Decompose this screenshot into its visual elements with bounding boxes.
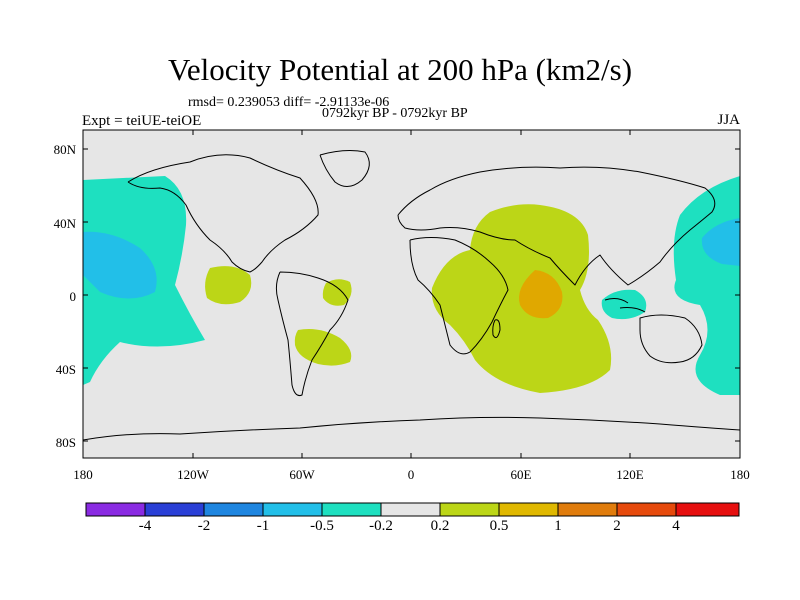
- colorbar-label-2: -2: [197, 518, 211, 534]
- colorbar-label-3: -1: [256, 518, 270, 534]
- coastline-australia: [639, 314, 703, 364]
- colorbar-label-5: -0.2: [369, 518, 393, 534]
- lat-label-0: 0: [69, 289, 77, 304]
- colorbar-label-8: 1: [554, 518, 562, 534]
- coastline-greenland: [319, 150, 370, 187]
- colorbar-box-3: [203, 502, 264, 517]
- coastline-antarctica: [83, 416, 740, 441]
- lon-label-120w: 120W: [177, 467, 209, 482]
- coastline-north-america: [127, 154, 319, 273]
- coastline-africa: [409, 237, 509, 355]
- lat-label-40n: 40N: [53, 216, 76, 231]
- colorbar-box-8: [498, 502, 559, 517]
- stats-label: rmsd= 0.239053 diff= -2.91133e-06: [188, 95, 390, 110]
- coastline-europe-asia: [397, 166, 716, 286]
- coastline-madagascar: [492, 319, 501, 339]
- lon-label-60e: 60E: [510, 467, 532, 482]
- lon-label-60w: 60W: [289, 467, 315, 482]
- lat-label-80n: 80N: [53, 142, 76, 157]
- coastlines: [83, 150, 740, 441]
- lon-label-180e: 180: [730, 467, 750, 482]
- colorbar-box-4: [262, 502, 323, 517]
- contour-westpacific-negative-inner: [701, 218, 740, 266]
- colorbar-label-1: -4: [138, 518, 152, 534]
- contour-indonesia-negative: [601, 289, 647, 320]
- coastline-south-america: [275, 271, 349, 396]
- lon-label-120e: 120E: [616, 467, 644, 482]
- colorbar-box-6: [380, 502, 441, 517]
- colorbar-box-10: [616, 502, 677, 517]
- colorbar-label-4: -0.5: [310, 518, 334, 534]
- colorbar: [85, 502, 740, 517]
- season-label: JJA: [717, 112, 740, 128]
- colorbar-box-1: [85, 502, 146, 517]
- map-plot-area: [83, 130, 740, 458]
- contour-pacific-negative-inner: [83, 231, 157, 299]
- axis-ticks: [83, 130, 740, 458]
- map-background: [83, 130, 740, 458]
- lon-label-0: 0: [407, 467, 415, 482]
- colorbar-label-7: 0.5: [489, 518, 509, 534]
- lat-label-80s: 80S: [55, 435, 76, 450]
- colorbar-label-9: 2: [613, 518, 621, 534]
- map-title: Velocity Potential at 200 hPa (km2/s): [167, 52, 633, 87]
- colorbar-label-10: 4: [672, 518, 680, 534]
- colorbar-label-6: 0.2: [430, 518, 450, 534]
- contour-south-america-positive-north: [322, 279, 352, 306]
- contour-south-america-positive-south: [294, 329, 352, 366]
- contour-east-pacific-positive: [205, 266, 252, 305]
- lon-label-180w: 180: [73, 467, 93, 482]
- lat-label-40s: 40S: [55, 362, 76, 377]
- coastline-indonesia: [604, 298, 646, 313]
- colorbar-box-5: [321, 502, 382, 517]
- colorbar-box-2: [144, 502, 205, 517]
- period-label: 0792kyr BP - 0792kyr BP: [322, 106, 468, 121]
- colorbar-box-7: [439, 502, 500, 517]
- colorbar-box-11: [675, 502, 740, 517]
- contour-indian-ocean-positive: [519, 270, 563, 319]
- colorbar-box-9: [557, 502, 618, 517]
- experiment-label: Expt = teiUE-teiOE: [82, 113, 202, 129]
